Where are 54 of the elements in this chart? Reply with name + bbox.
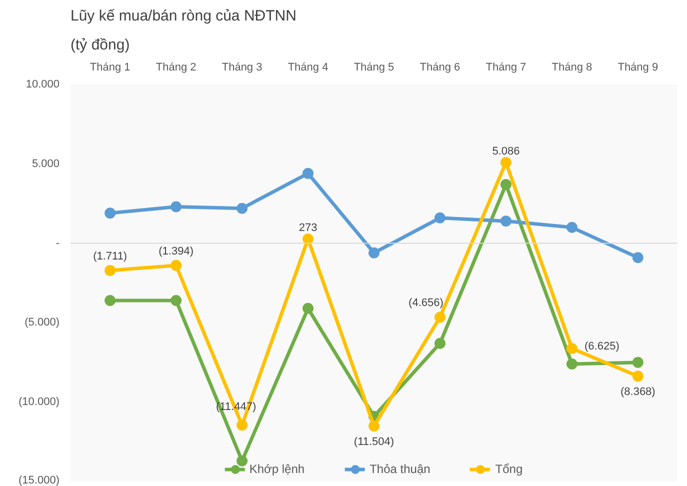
point — [632, 252, 644, 264]
point — [632, 370, 644, 382]
point — [500, 157, 512, 168]
point — [170, 201, 182, 212]
data-label: (11.504) — [354, 436, 394, 448]
y-tick-label: 10.000 — [26, 78, 60, 90]
legend-label: Khớp lệnh — [249, 462, 305, 476]
chart-title: Lũy kế mua/bán ròng của NĐTNN — [70, 8, 296, 24]
point — [500, 216, 512, 227]
data-label: (4.656) — [408, 297, 444, 310]
point — [236, 202, 248, 214]
data-label: 5.086 — [492, 146, 520, 158]
x-tick-label: Tháng 5 — [354, 62, 394, 74]
y-tick-label: (10.000) — [18, 396, 60, 408]
point — [104, 264, 116, 276]
point — [170, 260, 182, 271]
data-label: (8.368) — [620, 386, 656, 398]
point — [368, 420, 380, 432]
point — [104, 294, 116, 306]
x-tick-label: Tháng 1 — [90, 62, 130, 74]
point — [566, 343, 578, 354]
point — [632, 356, 644, 368]
point — [104, 208, 116, 219]
point — [302, 168, 314, 179]
x-tick-label: Tháng 8 — [552, 62, 592, 74]
data-label: (6.625) — [584, 340, 620, 353]
x-tick-label: Tháng 2 — [156, 62, 196, 74]
point — [302, 233, 314, 244]
point — [302, 302, 314, 314]
legend-label: Thỏa thuận — [370, 462, 430, 476]
point — [434, 212, 446, 224]
data-label: (1.711) — [93, 250, 128, 262]
point — [368, 247, 380, 258]
point — [434, 312, 446, 323]
x-tick-label: Tháng 9 — [618, 62, 658, 74]
point — [566, 358, 578, 370]
point — [500, 179, 512, 190]
x-tick-label: Tháng 3 — [222, 62, 262, 74]
data-label: (1.394) — [158, 245, 194, 258]
point — [170, 294, 182, 306]
y-tick-label: 5.000 — [32, 158, 60, 170]
legend-label: Tổng — [495, 462, 523, 476]
x-tick-label: Tháng 4 — [288, 62, 328, 74]
x-tick-label: Tháng 7 — [486, 62, 526, 74]
point — [236, 455, 248, 466]
data-label: 273 — [298, 222, 318, 234]
point — [566, 222, 578, 233]
point — [434, 338, 446, 349]
x-tick-label: Tháng 6 — [420, 62, 460, 74]
chart-subtitle: (tỷ đồng) — [70, 36, 130, 54]
y-tick-label: (15.000) — [18, 474, 60, 486]
point — [236, 420, 248, 431]
y-tick-label: (5.000) — [24, 316, 60, 329]
y-tick-label: - — [56, 237, 60, 250]
